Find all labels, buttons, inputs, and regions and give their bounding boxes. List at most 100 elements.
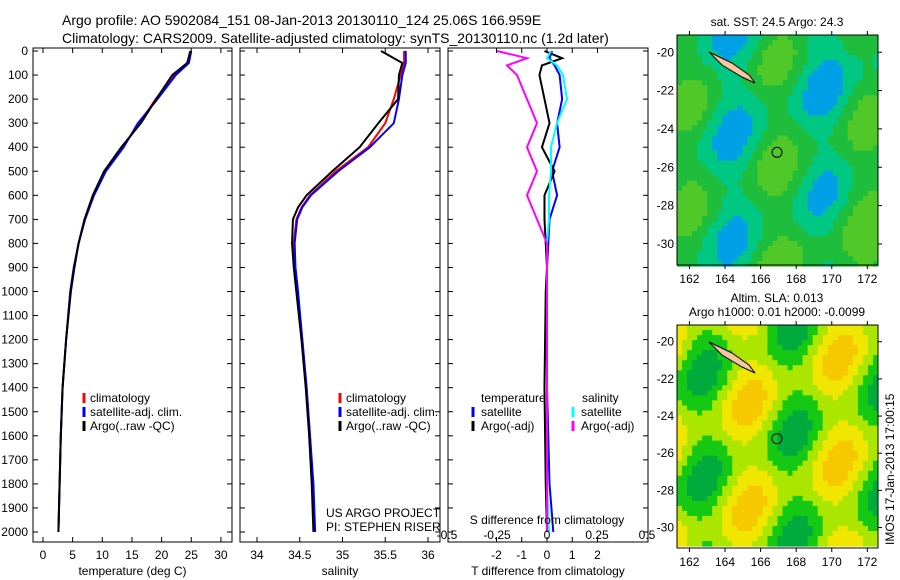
map-cell bbox=[807, 340, 814, 346]
map-cell bbox=[827, 526, 834, 532]
map-cell bbox=[722, 465, 728, 472]
map-cell bbox=[847, 200, 854, 207]
map-cell bbox=[682, 325, 688, 331]
map-cell bbox=[727, 505, 733, 512]
map-cell bbox=[732, 251, 738, 257]
map-cell bbox=[837, 460, 844, 467]
map-cell bbox=[867, 500, 874, 507]
map-cell bbox=[722, 236, 728, 242]
map-cell bbox=[762, 150, 768, 157]
map-cell bbox=[862, 225, 869, 232]
map-cell bbox=[687, 465, 693, 472]
map-cell bbox=[847, 120, 854, 126]
map-cell bbox=[772, 55, 778, 61]
map-cell bbox=[867, 395, 874, 401]
map-cell bbox=[707, 420, 713, 426]
map-cell bbox=[752, 55, 758, 61]
map-cell bbox=[827, 205, 834, 212]
map-cell bbox=[697, 241, 703, 247]
map-cell bbox=[867, 415, 874, 421]
map-cell bbox=[732, 350, 738, 356]
map-cell bbox=[702, 495, 708, 502]
map-cell bbox=[772, 225, 778, 232]
map-cell bbox=[827, 75, 834, 81]
map-cell bbox=[732, 60, 738, 66]
map-cell bbox=[867, 360, 874, 366]
map-cell bbox=[797, 330, 804, 336]
map-cell bbox=[717, 420, 723, 426]
map-cell bbox=[842, 125, 849, 131]
map-cell bbox=[702, 531, 708, 537]
map-cell bbox=[847, 420, 854, 426]
map-cell bbox=[807, 165, 814, 172]
map-cell bbox=[712, 140, 718, 147]
map-cell bbox=[822, 435, 829, 442]
map-cell bbox=[767, 345, 773, 351]
map-cell bbox=[712, 485, 718, 492]
map-cell bbox=[862, 55, 869, 61]
map-cell bbox=[802, 460, 809, 467]
map-cell bbox=[732, 165, 738, 172]
map-cell bbox=[737, 261, 743, 267]
map-cell bbox=[832, 385, 839, 391]
map-cell bbox=[712, 40, 718, 46]
map-cell bbox=[682, 175, 688, 182]
map-cell bbox=[832, 415, 839, 421]
map-cell bbox=[857, 65, 864, 71]
map-cell bbox=[747, 205, 753, 212]
map-cell bbox=[782, 435, 789, 442]
map-cell bbox=[732, 190, 738, 197]
map-cell bbox=[872, 541, 879, 547]
map-cell bbox=[727, 375, 733, 381]
map-cell bbox=[827, 330, 834, 336]
map-cell bbox=[777, 246, 784, 252]
map-cell bbox=[737, 210, 743, 217]
map-cell bbox=[767, 120, 773, 126]
map-cell bbox=[787, 170, 794, 177]
map-cell bbox=[692, 450, 698, 457]
map-cell bbox=[747, 385, 753, 391]
map-cell bbox=[752, 125, 758, 131]
map-cell bbox=[687, 385, 693, 391]
map-cell bbox=[697, 355, 703, 361]
map-cell bbox=[782, 105, 789, 111]
map-cell bbox=[832, 135, 839, 142]
map-cell bbox=[817, 210, 824, 217]
map-cell bbox=[707, 415, 713, 421]
map-cell bbox=[722, 475, 728, 482]
map-cell bbox=[837, 520, 844, 527]
map-cell bbox=[732, 420, 738, 426]
map-cell bbox=[712, 430, 718, 437]
map-cell bbox=[702, 415, 708, 421]
map-cell bbox=[857, 80, 864, 86]
map-cell bbox=[862, 365, 869, 371]
map-cell bbox=[822, 35, 829, 41]
map-cell bbox=[717, 140, 723, 147]
map-cell bbox=[767, 395, 773, 401]
map-cell bbox=[747, 510, 753, 517]
map-cell bbox=[782, 531, 789, 537]
map-cell bbox=[787, 385, 794, 391]
map-cell bbox=[717, 220, 723, 227]
map-cell bbox=[702, 80, 708, 86]
map-cell bbox=[687, 190, 693, 197]
map-cell bbox=[677, 85, 683, 91]
map-cell bbox=[837, 390, 844, 396]
map-cell bbox=[867, 220, 874, 227]
map-cell bbox=[692, 55, 698, 61]
map-cell bbox=[742, 520, 748, 527]
map-cell bbox=[787, 200, 794, 207]
map-cell bbox=[852, 515, 859, 522]
map-cell bbox=[792, 170, 799, 177]
map-cell bbox=[857, 430, 864, 437]
map-cell bbox=[857, 60, 864, 66]
map-cell bbox=[712, 65, 718, 71]
map-cell bbox=[807, 160, 814, 167]
map-cell bbox=[817, 115, 824, 121]
map-cell bbox=[757, 480, 763, 487]
map-cell bbox=[717, 355, 723, 361]
map-cell bbox=[767, 405, 773, 411]
map-cell bbox=[802, 350, 809, 356]
map-cell bbox=[772, 515, 778, 522]
map-cell bbox=[812, 150, 819, 157]
